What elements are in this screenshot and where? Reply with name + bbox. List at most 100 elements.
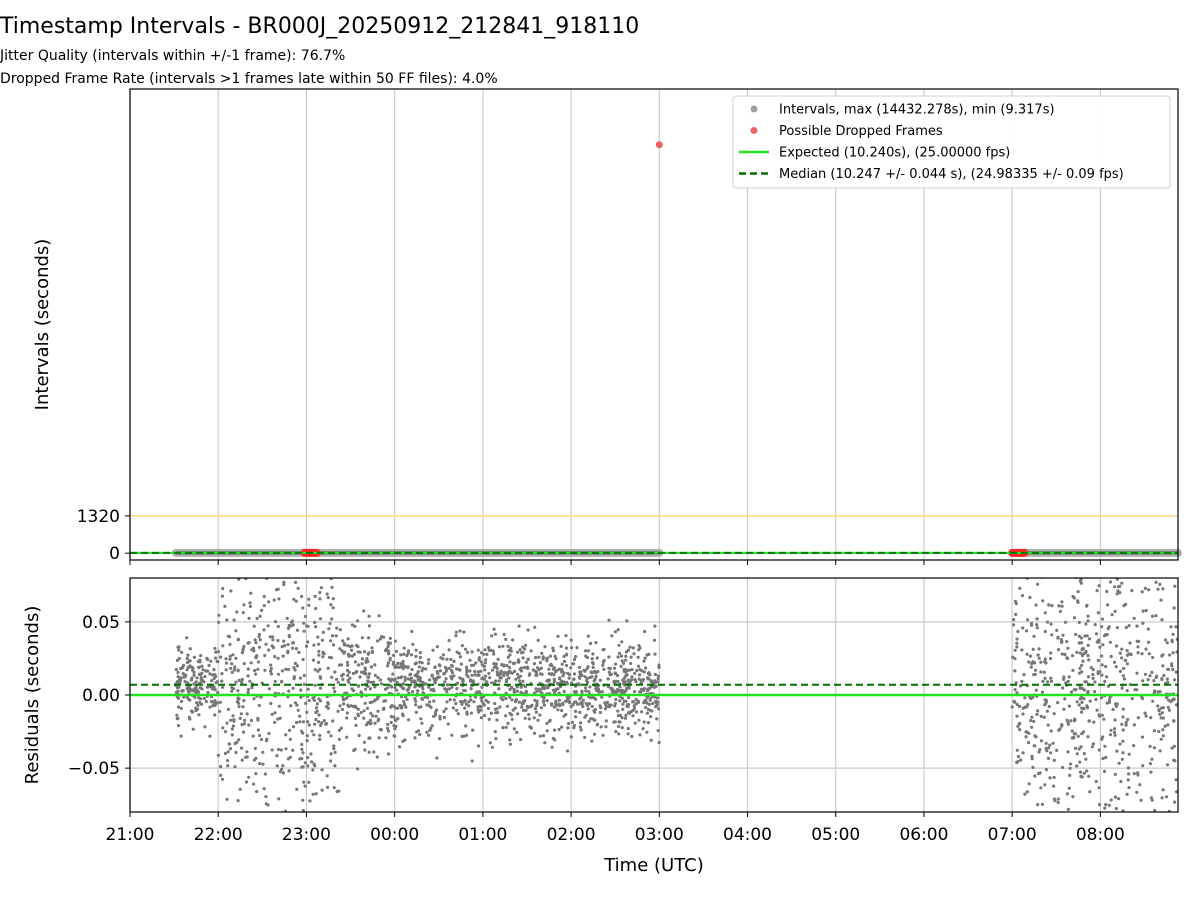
residual-point [331, 643, 336, 647]
residual-point [237, 678, 241, 683]
residual-point [487, 645, 491, 650]
residual-point [337, 663, 342, 667]
x-tick-label: 00:00 [370, 825, 419, 845]
residual-point [1171, 632, 1175, 636]
residual-point [1015, 702, 1019, 707]
residual-point [432, 689, 436, 693]
residual-point [1114, 703, 1118, 707]
residual-point [461, 680, 465, 685]
residual-point [341, 639, 345, 643]
residual-point [1105, 633, 1109, 637]
residual-point [518, 648, 522, 652]
residual-point [237, 738, 241, 742]
residual-point [520, 705, 524, 709]
residual-point [489, 711, 493, 715]
residual-point [1148, 744, 1152, 749]
residual-point [609, 672, 613, 677]
residual-point [269, 669, 273, 673]
residual-point [533, 707, 538, 711]
residual-point [185, 668, 189, 672]
residual-point [1058, 727, 1062, 731]
residual-point [232, 719, 236, 723]
residual-point [231, 714, 235, 718]
residual-point [407, 687, 411, 691]
residual-point [258, 614, 262, 619]
residual-point [586, 649, 591, 653]
residual-point [1015, 641, 1019, 645]
residual-point [362, 609, 366, 613]
residual-point [1160, 711, 1164, 715]
residual-point [291, 623, 295, 627]
residual-point [1066, 646, 1070, 650]
legend-box [732, 95, 1171, 189]
residual-point [1087, 719, 1092, 723]
residual-point [1109, 728, 1113, 732]
residual-point [1100, 663, 1104, 667]
residual-point [347, 704, 351, 709]
residual-point [1047, 603, 1051, 607]
residual-point [250, 648, 254, 652]
residual-point [433, 710, 438, 714]
residual-point [551, 646, 555, 650]
residual-point [529, 649, 533, 653]
residual-point [426, 661, 430, 666]
residual-point [325, 592, 329, 596]
residual-point [1082, 771, 1086, 775]
residual-point [382, 706, 386, 710]
residual-point [197, 690, 201, 694]
residual-point [435, 670, 439, 674]
residual-point [1141, 621, 1145, 625]
residual-point [195, 676, 199, 680]
residual-point [620, 716, 624, 720]
residual-point [212, 668, 216, 672]
residual-point [349, 648, 354, 652]
residual-point [353, 624, 357, 629]
residual-point [564, 699, 568, 703]
residual-point [574, 709, 578, 714]
residual-point [569, 735, 573, 739]
residual-point [562, 680, 566, 684]
residual-point [1012, 699, 1016, 704]
residual-point [581, 704, 585, 709]
residual-point [428, 700, 432, 704]
residual-point [477, 658, 481, 662]
residual-point [418, 732, 422, 737]
residual-point [508, 687, 512, 692]
residual-point [594, 641, 598, 645]
residual-point [1029, 719, 1033, 723]
residual-point [515, 730, 519, 735]
residual-point [1036, 582, 1040, 586]
residual-point [268, 519, 271, 522]
residual-point [253, 746, 257, 751]
residual-point [447, 666, 451, 670]
residual-point [428, 728, 432, 733]
residual-point [403, 675, 407, 679]
residual-point [1063, 849, 1066, 852]
residual-point [510, 671, 514, 675]
residual-point [431, 648, 435, 652]
residual-point [254, 772, 258, 776]
residual-point [241, 611, 245, 615]
residual-point [362, 709, 366, 713]
residual-point [522, 666, 527, 670]
residual-point [583, 649, 588, 653]
residual-point [1084, 649, 1088, 653]
residual-point [1062, 677, 1066, 682]
dropped-frame-outlier [655, 141, 663, 149]
residual-point [1039, 714, 1043, 719]
residual-point [302, 682, 306, 687]
residual-point [262, 787, 266, 791]
residual-point [427, 658, 431, 662]
residual-point [199, 677, 203, 681]
residual-point [405, 697, 409, 702]
residual-point [1136, 716, 1140, 720]
residual-point [566, 726, 570, 730]
residual-point [1063, 572, 1066, 575]
residual-point [542, 700, 546, 704]
residual-point [1135, 790, 1139, 794]
residual-point [521, 701, 525, 706]
residual-point [255, 616, 259, 621]
residual-point [185, 695, 189, 699]
residual-point [542, 703, 547, 707]
residual-point [253, 638, 257, 642]
